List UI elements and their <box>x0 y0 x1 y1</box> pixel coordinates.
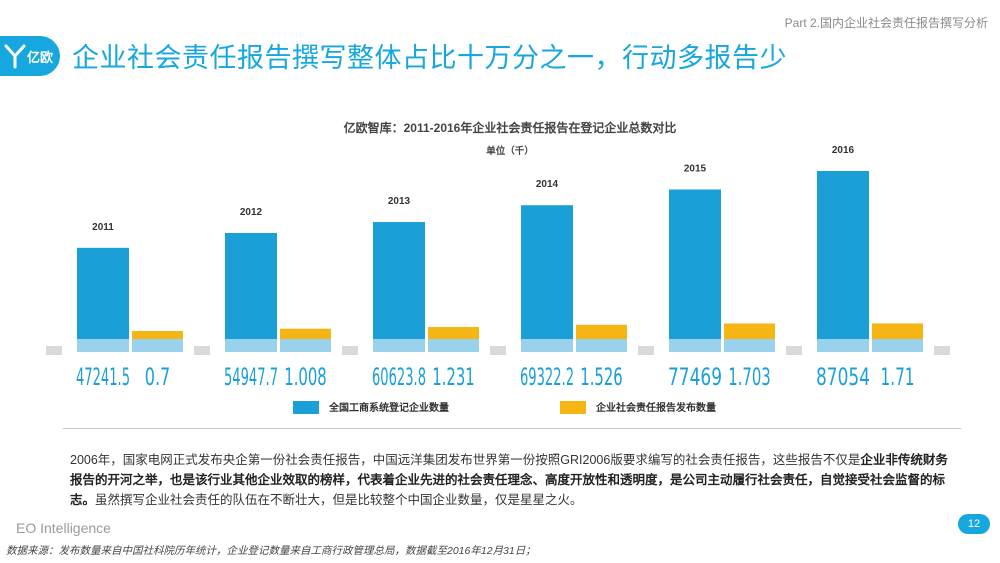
description: 2006年，国家电网正式发布央企第一份社会责任报告，中国远洋集团发布世界第一份按… <box>70 450 950 510</box>
value-label-reports-2015: 1.703 <box>728 363 771 391</box>
value-label-registered-2011: 47241.5 <box>76 363 130 391</box>
description-highlight: 企业非传统财务报告的开河之举，也是该行业其他企业效取的榜样，代表着企业先进的社会… <box>70 453 948 507</box>
value-label-reports-2012: 1.008 <box>284 363 327 391</box>
logo-y-icon <box>4 44 26 69</box>
bar-registered-2015 <box>669 189 721 339</box>
divider <box>63 428 961 429</box>
value-label-registered-2016: 87054 <box>816 363 870 391</box>
bar-base-registered-2011 <box>77 339 129 352</box>
chart-labels: 2011 47241.5 0.7 2012 54947.7 1.008 2013 60623.… <box>76 145 915 391</box>
chart-subtitle: 单位（千） <box>486 145 534 157</box>
value-label-reports-2011: 0.7 <box>145 363 171 391</box>
category-label-2012: 2012 <box>240 207 263 218</box>
bar-base-registered-2014 <box>521 339 573 352</box>
legend-swatch-registered <box>293 401 319 414</box>
bar-registered-2013 <box>373 221 425 339</box>
floor-segment <box>194 346 210 355</box>
bar-base-reports-2016 <box>872 339 923 352</box>
bar-base-reports-2015 <box>724 339 775 352</box>
floor-segment <box>342 346 358 355</box>
legend-label-reports: 企业社会责任报告发布数量 <box>595 401 716 414</box>
bar-chart: 亿欧智库：2011-2016年企业社会责任报告在登记企业总数对比 单位（千） 2… <box>46 120 950 414</box>
page-number: 12 <box>967 518 981 530</box>
value-label-registered-2013: 60623.8 <box>372 363 426 391</box>
bar-reports-2015 <box>724 323 775 339</box>
bar-base-reports-2013 <box>428 339 479 352</box>
description-text-2: 虽然撰写企业社会责任的队伍在不断壮大，但是比较整个中国企业数量，仅是星星之火。 <box>95 493 583 507</box>
bar-reports-2012 <box>280 328 331 339</box>
value-label-reports-2016: 1.71 <box>881 363 915 391</box>
floor-segment <box>638 346 654 355</box>
value-label-registered-2015: 77469 <box>668 363 722 391</box>
bar-reports-2011 <box>132 331 183 339</box>
footer-brand: EO Intelligence <box>16 520 111 536</box>
chart-title: 亿欧智库：2011-2016年企业社会责任报告在登记企业总数对比 <box>344 120 677 135</box>
value-label-registered-2014: 69322.2 <box>520 363 574 391</box>
bar-reports-2014 <box>576 324 627 339</box>
bar-base-registered-2013 <box>373 339 425 352</box>
value-label-reports-2013: 1.231 <box>432 363 475 391</box>
bar-base-registered-2015 <box>669 339 721 352</box>
page-title: 企业社会责任报告撰写整体占比十万分之一，行动多报告少 <box>72 43 787 73</box>
bar-base-reports-2012 <box>280 339 331 352</box>
category-label-2016: 2016 <box>832 145 855 156</box>
value-label-registered-2012: 54947.7 <box>224 363 278 391</box>
bar-base-reports-2014 <box>576 339 627 352</box>
data-source-note: 数据来源：发布数量来自中国社科院历年统计，企业登记数量来自工商行政管理总局，数据… <box>6 545 536 557</box>
category-label-2015: 2015 <box>684 163 707 174</box>
bar-base-reports-2011 <box>132 339 183 352</box>
legend-label-registered: 全国工商系统登记企业数量 <box>328 401 449 414</box>
bar-registered-2012 <box>225 232 277 339</box>
legend-swatch-reports <box>560 401 586 414</box>
section-label: Part 2.国内企业社会责任报告撰写分析 <box>784 16 988 30</box>
category-label-2014: 2014 <box>536 179 559 190</box>
category-label-2011: 2011 <box>92 222 114 233</box>
bar-base-registered-2012 <box>225 339 277 352</box>
description-text-1: 2006年，国家电网正式发布央企第一份社会责任报告，中国远洋集团发布世界第一份按… <box>70 453 861 467</box>
chart-legend: 全国工商系统登记企业数量 企业社会责任报告发布数量 <box>293 401 716 414</box>
floor-segment <box>786 346 802 355</box>
bar-registered-2011 <box>77 247 129 339</box>
bar-reports-2013 <box>428 327 479 339</box>
floor-segment <box>490 346 506 355</box>
logo: 亿欧 <box>0 36 60 76</box>
bar-base-registered-2016 <box>817 339 869 352</box>
logo-text: 亿欧 <box>27 49 54 65</box>
category-label-2013: 2013 <box>388 196 411 207</box>
chart-floor <box>46 346 950 355</box>
floor-segment <box>934 346 950 355</box>
bar-registered-2016 <box>817 170 869 339</box>
chart-bars <box>77 170 923 352</box>
bar-reports-2016 <box>872 323 923 339</box>
page-number-badge: 12 <box>958 514 990 534</box>
bar-registered-2014 <box>521 205 573 339</box>
floor-segment <box>46 346 62 355</box>
value-label-reports-2014: 1.526 <box>580 363 623 391</box>
